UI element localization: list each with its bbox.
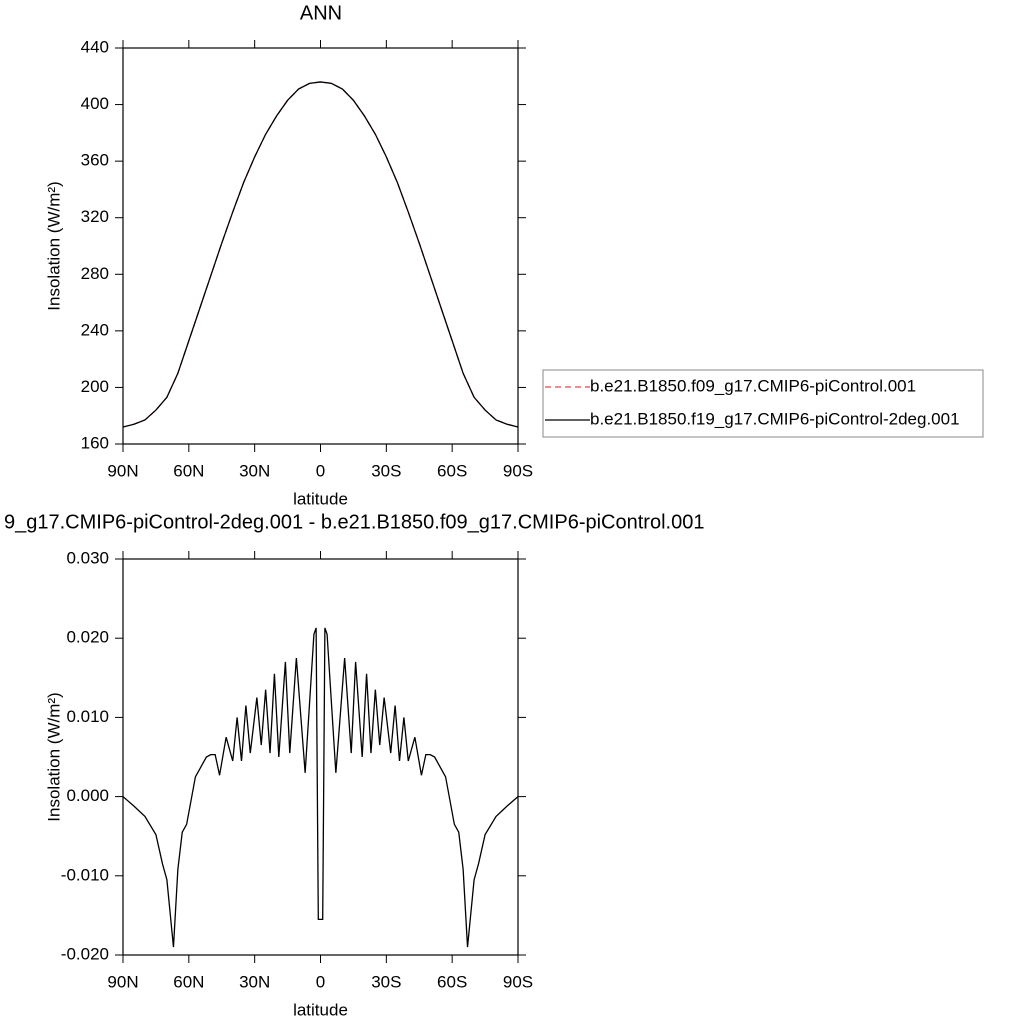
y-axis-label: Insolation (W/m²) (44, 181, 63, 310)
y-tick-label: -0.010 (61, 865, 109, 884)
data-line (123, 81, 518, 428)
y-tick-label: 0.000 (66, 786, 109, 805)
x-tick-label: 30N (239, 972, 270, 991)
x-tick-label: 30N (239, 461, 270, 480)
y-tick-label: 160 (81, 433, 109, 452)
x-axis-label: latitude (293, 489, 348, 508)
x-tick-label: 30S (371, 972, 401, 991)
x-axis-label: latitude (293, 1000, 348, 1019)
x-tick-label: 60N (173, 461, 204, 480)
y-tick-label: -0.020 (61, 944, 109, 963)
y-tick-label: 320 (81, 207, 109, 226)
y-tick-label: 440 (81, 37, 109, 56)
x-tick-label: 0 (316, 461, 325, 480)
data-line (123, 627, 518, 948)
y-tick-label: 0.020 (66, 628, 109, 647)
legend-frame (542, 369, 984, 438)
x-tick-label: 90N (107, 972, 138, 991)
chart-title: ANN (300, 2, 342, 24)
plot-frame (122, 558, 519, 956)
x-tick-label: 60S (437, 972, 467, 991)
x-tick-label: 90N (107, 461, 138, 480)
x-tick-label: 0 (316, 972, 325, 991)
y-tick-label: 0.030 (66, 548, 109, 567)
y-tick-label: 200 (81, 377, 109, 396)
y-tick-label: 240 (81, 320, 109, 339)
x-tick-label: 90S (503, 461, 533, 480)
x-tick-label: 60N (173, 972, 204, 991)
y-tick-label: 0.010 (66, 707, 109, 726)
legend-label: b.e21.B1850.f19_g17.CMIP6-piControl-2deg… (590, 409, 960, 428)
y-tick-label: 280 (81, 264, 109, 283)
x-tick-label: 30S (371, 461, 401, 480)
plot-frame (122, 47, 519, 445)
y-tick-label: 360 (81, 151, 109, 170)
x-tick-label: 90S (503, 972, 533, 991)
data-line (123, 81, 518, 428)
y-axis-label: Insolation (W/m²) (44, 692, 63, 821)
x-tick-label: 60S (437, 461, 467, 480)
chart-title: 9_g17.CMIP6-piControl-2deg.001 - b.e21.B… (4, 511, 704, 533)
y-tick-label: 400 (81, 94, 109, 113)
legend-label: b.e21.B1850.f09_g17.CMIP6-piControl.001 (590, 376, 916, 395)
